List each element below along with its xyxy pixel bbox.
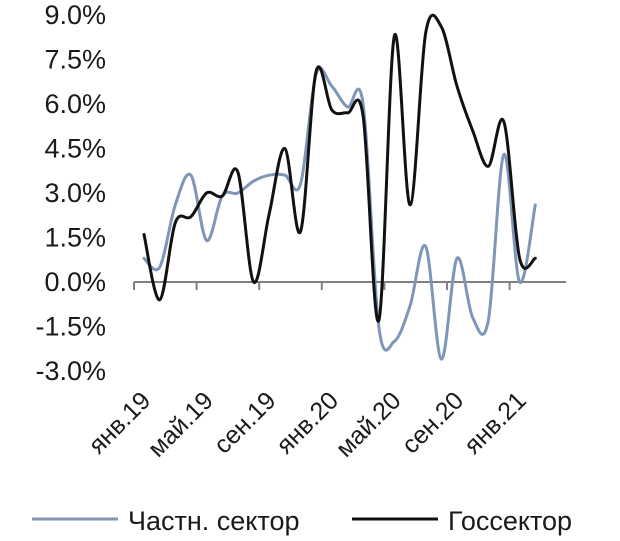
x-tick-label: май.19 (143, 386, 219, 462)
y-tick-label: 4.5% (44, 134, 106, 164)
series-lines (142, 13, 537, 361)
y-tick-label: -3.0% (35, 356, 106, 386)
x-tick-label: сен.19 (209, 386, 282, 459)
x-tick-label: янв.20 (271, 386, 344, 459)
x-tick-label: май.20 (330, 386, 406, 462)
legend-label-private-sector: Частн. сектор (128, 506, 300, 536)
legend-label-public-sector: Госсектор (448, 506, 572, 536)
x-tick-label: янв.21 (459, 386, 532, 459)
y-tick-label: 6.0% (44, 89, 106, 119)
y-tick-label: 7.5% (44, 45, 106, 75)
y-tick-label: 3.0% (44, 178, 106, 208)
x-axis-tick-labels: янв.19май.19сен.19янв.20май.20сен.20янв.… (83, 386, 532, 462)
y-axis-tick-labels: 9.0% 7.5% 6.0% 4.5% 3.0% 1.5% 0.0% -1.5% -3.0% (35, 0, 106, 386)
y-tick-label: 9.0% (44, 0, 106, 30)
series-line-private-sector (142, 67, 537, 361)
x-tick-label: янв.19 (83, 386, 156, 459)
series-line-public-sector (142, 13, 537, 323)
x-tick-label: сен.20 (396, 386, 469, 459)
x-axis-tick-marks (133, 282, 511, 290)
y-tick-label: 0.0% (44, 267, 106, 297)
y-tick-label: 1.5% (44, 223, 106, 253)
y-tick-label: -1.5% (35, 312, 106, 342)
legend: Частн. сектор Госсектор (32, 506, 572, 536)
